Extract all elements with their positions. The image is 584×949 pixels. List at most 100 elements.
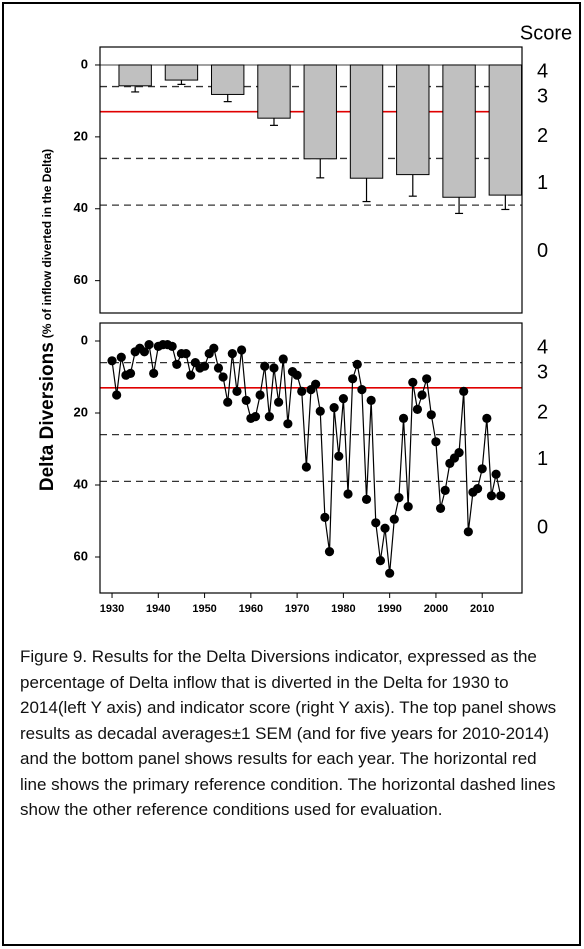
point: [389, 514, 399, 524]
point: [199, 361, 210, 371]
bar: [164, 64, 199, 81]
y2-tick-label: 4: [537, 336, 548, 358]
y-tick-label: 60: [74, 548, 88, 563]
point: [454, 448, 464, 458]
point: [186, 370, 196, 380]
bar: [211, 64, 245, 95]
y2-tick-label: 0: [537, 516, 548, 538]
y2-tick-label: 0: [537, 240, 548, 262]
point: [218, 372, 228, 382]
point: [144, 340, 154, 350]
y-axis-label: Delta Diversions (% of inflow diverted in…: [37, 149, 58, 491]
bar: [442, 64, 476, 198]
point: [352, 359, 362, 369]
point: [385, 568, 395, 578]
point: [472, 484, 483, 494]
point: [283, 419, 293, 429]
point: [223, 397, 233, 407]
point: [149, 368, 159, 378]
point: [375, 556, 386, 566]
point: [417, 390, 427, 400]
point: [431, 437, 441, 447]
point: [408, 377, 418, 387]
y2-tick-label: 4: [537, 60, 548, 82]
x-tick-label: 2010: [470, 603, 494, 615]
point: [297, 386, 307, 396]
point: [301, 462, 311, 472]
point: [357, 385, 367, 395]
point: [209, 343, 219, 353]
point: [459, 386, 469, 396]
x-tick-label: 1960: [239, 603, 263, 615]
caption: Figure 9. Results for the Delta Diversio…: [20, 647, 557, 819]
y-tick-label: 20: [74, 128, 88, 143]
point: [361, 494, 372, 504]
point: [274, 397, 284, 407]
point: [172, 359, 182, 369]
point: [338, 394, 348, 404]
point: [255, 390, 265, 400]
y2-tick-label: 3: [537, 362, 548, 384]
y-label-sub: (% of inflow diverted in the Delta): [40, 149, 54, 338]
point: [412, 404, 423, 414]
plot-frame: [99, 46, 523, 314]
point: [366, 395, 376, 405]
x-tick-label: 1940: [146, 603, 170, 615]
point: [320, 512, 330, 523]
point: [486, 491, 497, 501]
bar: [257, 64, 291, 119]
y2-tick-label: 2: [537, 401, 548, 423]
point: [125, 368, 136, 378]
bar: [349, 64, 384, 179]
y-tick-label: 0: [81, 332, 88, 347]
point: [394, 493, 404, 503]
point: [324, 547, 335, 557]
point: [380, 523, 390, 533]
point: [435, 503, 446, 513]
y2-tick-label: 1: [537, 448, 548, 470]
point: [329, 403, 339, 413]
x-tick-label: 1990: [377, 603, 401, 615]
point: [227, 349, 237, 359]
y2-tick-label: 3: [537, 86, 548, 108]
point: [292, 370, 302, 380]
x-tick-label: 1950: [192, 603, 216, 615]
x-tick-label: 1970: [285, 603, 309, 615]
point: [107, 356, 117, 366]
point: [422, 374, 432, 384]
y-tick-label: 20: [74, 404, 88, 419]
point: [348, 374, 358, 384]
point: [278, 354, 288, 364]
point: [403, 502, 413, 512]
point: [398, 413, 409, 423]
point: [343, 489, 353, 499]
point: [167, 341, 177, 351]
series-line: [111, 342, 502, 574]
point: [116, 352, 126, 362]
bar: [396, 64, 430, 176]
y2-tick-label: 2: [537, 125, 548, 147]
point: [213, 363, 224, 373]
x-tick-label: 1980: [331, 603, 355, 615]
y-tick-label: 60: [74, 272, 88, 287]
plot-area: [100, 340, 522, 578]
bar: [303, 64, 337, 160]
point: [139, 347, 150, 357]
point: [496, 491, 506, 501]
point: [260, 361, 270, 371]
y-tick-label: 0: [81, 56, 88, 71]
plot-area: [100, 64, 522, 215]
y2-axis-label: Score: [520, 22, 572, 44]
point: [241, 395, 251, 405]
point: [477, 464, 487, 474]
point: [250, 412, 261, 422]
y-tick-label: 40: [74, 200, 88, 215]
point: [269, 363, 279, 373]
point: [426, 410, 436, 420]
point: [334, 451, 344, 461]
x-tick-label: 1930: [100, 603, 124, 615]
plot-frame: [99, 322, 523, 594]
point: [311, 379, 321, 389]
